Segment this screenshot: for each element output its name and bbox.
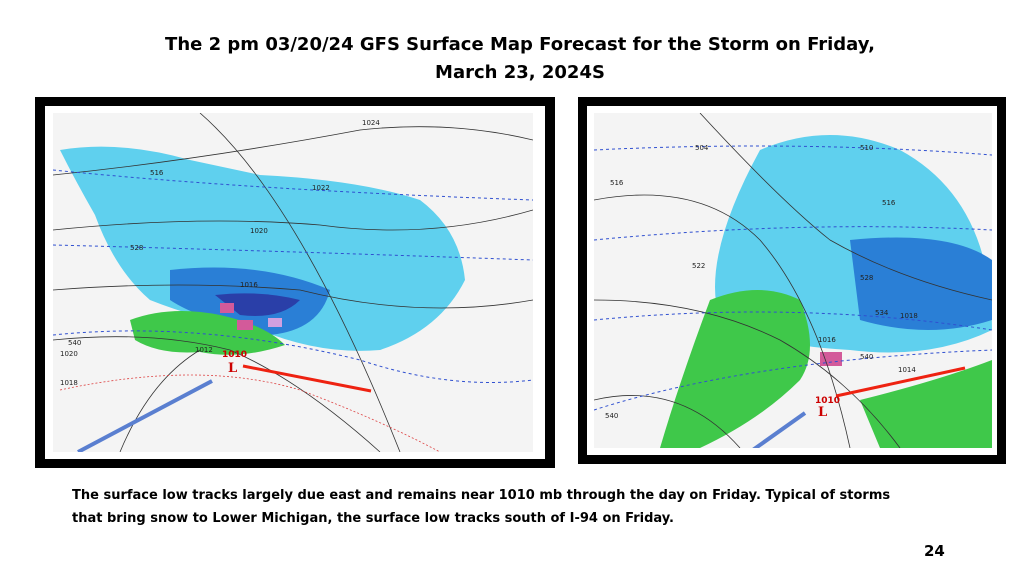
map-label: 1010: [222, 350, 247, 360]
map-label: 1016: [240, 281, 258, 289]
title: March 23, 2024S: [435, 62, 605, 83]
map-label: 1012: [195, 346, 213, 354]
map-label: 1016: [818, 336, 836, 344]
map-label: 1020: [250, 227, 268, 235]
map-label: 516: [150, 169, 164, 177]
map-label: 540: [860, 353, 873, 361]
map-label: 528: [130, 244, 143, 252]
map-label: 1018: [60, 379, 78, 387]
title: The 2 pm 03/20/24 GFS Surface Map Foreca…: [165, 34, 875, 55]
map-label: 1018: [900, 312, 918, 320]
map-label: 1024: [362, 119, 380, 127]
map-label: 1020: [60, 350, 78, 358]
map-label: 540: [68, 339, 81, 347]
map-label: 516: [882, 199, 896, 207]
map-label: L: [818, 405, 827, 420]
map-label: 1014: [898, 366, 916, 374]
map-label: 516: [610, 179, 624, 187]
left-map: [53, 113, 533, 452]
map-label: 540: [605, 412, 618, 420]
right-map: [594, 113, 992, 448]
map-labels: 1024 516 1022 1020 528 1016 540 1020 1018 1012 101…: [60, 119, 918, 420]
map-label: 504: [695, 144, 709, 152]
caption: The surface low tracks largely due east …: [72, 488, 890, 503]
page-number: 24: [924, 542, 945, 560]
map-label: 1010: [815, 396, 840, 406]
map-label: 1022: [312, 184, 330, 192]
map-label: 534: [875, 309, 889, 317]
map-label: L: [228, 361, 237, 376]
map-label: 528: [860, 274, 873, 282]
caption: that bring snow to Lower Michigan, the s…: [72, 511, 674, 526]
map-label: 522: [692, 262, 705, 270]
map-label: 510: [860, 144, 873, 152]
